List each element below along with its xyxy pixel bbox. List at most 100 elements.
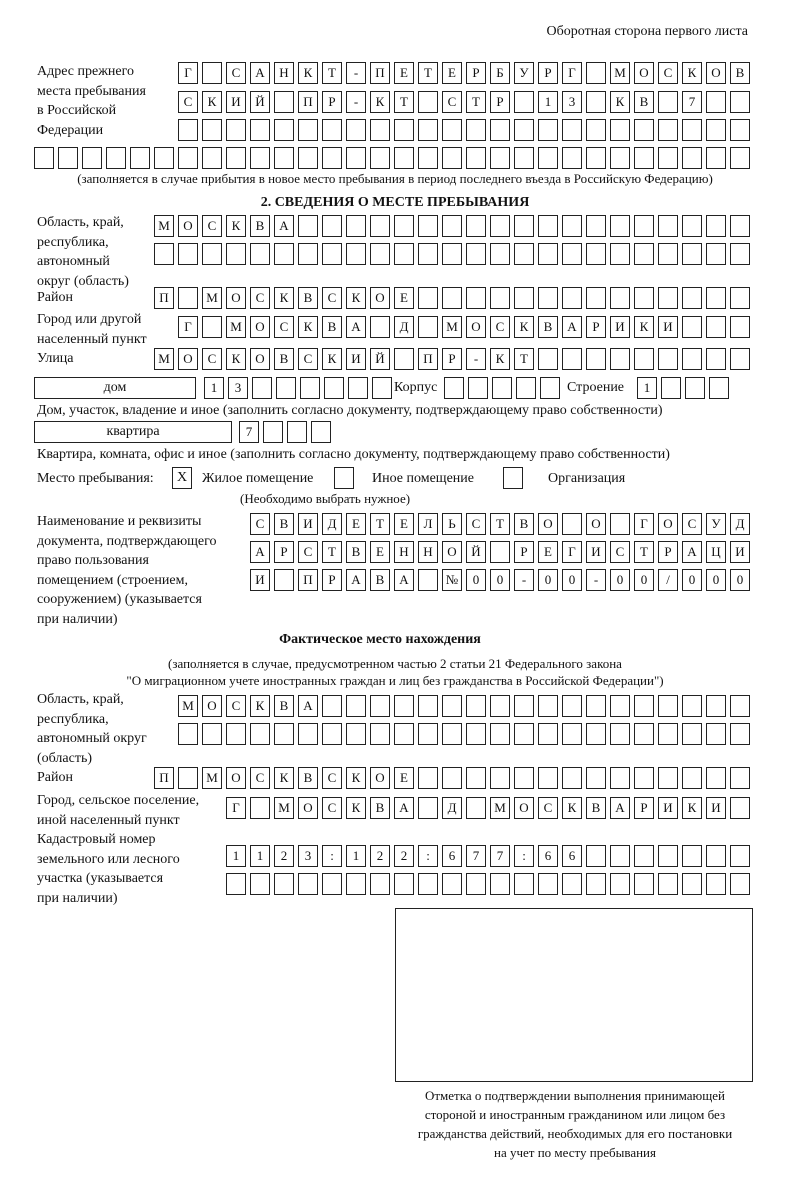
- letter-cell[interactable]: [202, 62, 222, 84]
- letter-cell[interactable]: [586, 119, 606, 141]
- letter-cell[interactable]: Р: [274, 541, 294, 563]
- letter-cell[interactable]: [178, 147, 198, 169]
- letter-cell[interactable]: С: [250, 767, 270, 789]
- letter-cell[interactable]: [538, 215, 558, 237]
- letter-cell[interactable]: [490, 541, 510, 563]
- letter-cell[interactable]: [418, 287, 438, 309]
- letter-cell[interactable]: Н: [394, 541, 414, 563]
- letter-cell[interactable]: О: [586, 513, 606, 535]
- letter-cell[interactable]: [274, 873, 294, 895]
- letter-cell[interactable]: 0: [610, 569, 630, 591]
- letter-cell[interactable]: [263, 421, 283, 443]
- letter-cell[interactable]: [346, 873, 366, 895]
- letter-cell[interactable]: С: [178, 91, 198, 113]
- letter-cell[interactable]: Й: [250, 91, 270, 113]
- letter-cell[interactable]: [226, 243, 246, 265]
- letter-cell[interactable]: [610, 215, 630, 237]
- letter-cell[interactable]: Г: [178, 62, 198, 84]
- letter-cell[interactable]: [586, 695, 606, 717]
- letter-cell[interactable]: [442, 767, 462, 789]
- letter-cell[interactable]: [706, 243, 726, 265]
- letter-cell[interactable]: [658, 119, 678, 141]
- letter-cell[interactable]: О: [706, 62, 726, 84]
- letter-cell[interactable]: [202, 243, 222, 265]
- letter-cell[interactable]: [394, 215, 414, 237]
- letter-cell[interactable]: 3: [562, 91, 582, 113]
- letter-cell[interactable]: И: [250, 569, 270, 591]
- letter-cell[interactable]: [682, 287, 702, 309]
- letter-cell[interactable]: 1: [250, 845, 270, 867]
- letter-cell[interactable]: [322, 873, 342, 895]
- letter-cell[interactable]: [586, 91, 606, 113]
- letter-cell[interactable]: К: [346, 797, 366, 819]
- letter-cell[interactable]: [154, 243, 174, 265]
- letter-cell[interactable]: [514, 243, 534, 265]
- letter-cell[interactable]: 7: [682, 91, 702, 113]
- letter-cell[interactable]: [418, 215, 438, 237]
- letter-cell[interactable]: [418, 695, 438, 717]
- letter-cell[interactable]: [730, 316, 750, 338]
- letter-cell[interactable]: [514, 91, 534, 113]
- letter-cell[interactable]: О: [226, 767, 246, 789]
- letter-cell[interactable]: [418, 243, 438, 265]
- letter-cell[interactable]: [730, 797, 750, 819]
- letter-cell[interactable]: [658, 845, 678, 867]
- letter-cell[interactable]: [490, 723, 510, 745]
- letter-cell[interactable]: [610, 119, 630, 141]
- letter-cell[interactable]: [562, 348, 582, 370]
- letter-cell[interactable]: [466, 797, 486, 819]
- letter-cell[interactable]: [562, 767, 582, 789]
- letter-cell[interactable]: С: [202, 215, 222, 237]
- letter-cell[interactable]: О: [370, 287, 390, 309]
- letter-cell[interactable]: Б: [490, 62, 510, 84]
- letter-cell[interactable]: [634, 695, 654, 717]
- letter-cell[interactable]: М: [442, 316, 462, 338]
- letter-cell[interactable]: К: [562, 797, 582, 819]
- letter-cell[interactable]: [250, 723, 270, 745]
- letter-cell[interactable]: С: [298, 541, 318, 563]
- letter-cell[interactable]: С: [490, 316, 510, 338]
- letter-cell[interactable]: [658, 873, 678, 895]
- letter-cell[interactable]: К: [202, 91, 222, 113]
- letter-cell[interactable]: [370, 723, 390, 745]
- letter-cell[interactable]: О: [226, 287, 246, 309]
- letter-cell[interactable]: С: [226, 62, 246, 84]
- letter-cell[interactable]: [418, 767, 438, 789]
- letter-cell[interactable]: [82, 147, 102, 169]
- letter-cell[interactable]: Р: [322, 569, 342, 591]
- letter-cell[interactable]: И: [658, 797, 678, 819]
- flat-number-row[interactable]: 7: [239, 421, 331, 443]
- letter-cell[interactable]: [468, 377, 488, 399]
- letter-cell[interactable]: [322, 147, 342, 169]
- letter-cell[interactable]: Е: [394, 513, 414, 535]
- letter-cell[interactable]: [346, 147, 366, 169]
- letter-cell[interactable]: А: [250, 541, 270, 563]
- letter-cell[interactable]: 3: [298, 845, 318, 867]
- letter-cell[interactable]: [466, 147, 486, 169]
- letter-cell[interactable]: Е: [394, 287, 414, 309]
- letter-cell[interactable]: К: [346, 767, 366, 789]
- letter-cell[interactable]: А: [610, 797, 630, 819]
- letter-cell[interactable]: Е: [370, 541, 390, 563]
- letter-cell[interactable]: [658, 767, 678, 789]
- letter-cell[interactable]: О: [634, 62, 654, 84]
- letter-cell[interactable]: [658, 91, 678, 113]
- letter-cell[interactable]: Й: [466, 541, 486, 563]
- letter-cell[interactable]: [610, 845, 630, 867]
- letter-cell[interactable]: [202, 147, 222, 169]
- letter-cell[interactable]: [706, 695, 726, 717]
- letter-cell[interactable]: [490, 287, 510, 309]
- letter-cell[interactable]: [322, 243, 342, 265]
- letter-cell[interactable]: К: [682, 797, 702, 819]
- letter-cell[interactable]: Г: [562, 62, 582, 84]
- letter-cell[interactable]: [706, 348, 726, 370]
- letter-cell[interactable]: [298, 873, 318, 895]
- letter-cell[interactable]: [370, 147, 390, 169]
- letter-cell[interactable]: [634, 767, 654, 789]
- letter-cell[interactable]: [709, 377, 729, 399]
- letter-cell[interactable]: [418, 569, 438, 591]
- document-row-3[interactable]: И П Р А В А № 0 0-0 0-0 0/0 0 0: [250, 569, 750, 591]
